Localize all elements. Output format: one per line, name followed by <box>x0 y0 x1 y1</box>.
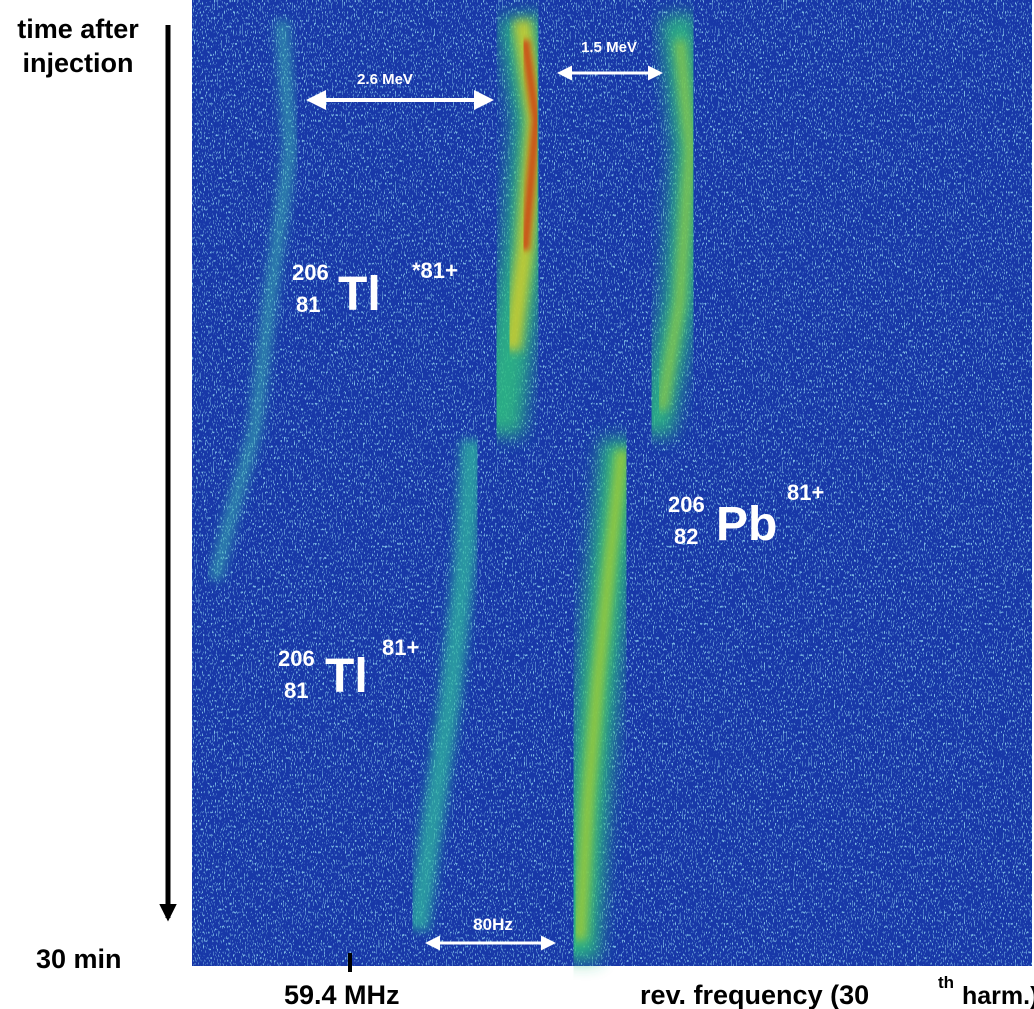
energy-label: 1.5 MeV <box>581 39 637 56</box>
mass: 206 <box>668 492 705 517</box>
symbol: Tl <box>325 650 368 703</box>
mass: 206 <box>292 260 329 285</box>
atomic-number: 81 <box>284 678 308 703</box>
y-label: injection <box>22 48 133 78</box>
symbol: Tl <box>338 268 381 321</box>
spectrogram <box>192 0 1032 966</box>
mass: 206 <box>278 646 315 671</box>
charge: *81+ <box>412 258 458 283</box>
charge: 81+ <box>787 480 824 505</box>
ion-label: 206 82 Pb 81+ <box>668 480 824 551</box>
atomic-number: 81 <box>296 292 320 317</box>
charge: 81+ <box>382 635 419 660</box>
symbol: Pb <box>716 498 777 551</box>
ion-label: 206 81 Tl *81+ <box>292 258 458 321</box>
frequency-label: 80Hz <box>473 915 513 934</box>
atomic-number: 82 <box>674 524 698 549</box>
y-end-label: 30 min <box>36 944 122 974</box>
y-label: time after <box>17 14 139 44</box>
x-label-sup: th <box>938 973 954 992</box>
x-tick-label: 59.4 MHz <box>284 980 400 1009</box>
energy-label: 2.6 MeV <box>357 71 413 88</box>
ion-label: 206 81 Tl 81+ <box>278 635 419 703</box>
x-label: rev. frequency (30 <box>640 980 869 1009</box>
x-label: harm.) <box>962 982 1034 1009</box>
